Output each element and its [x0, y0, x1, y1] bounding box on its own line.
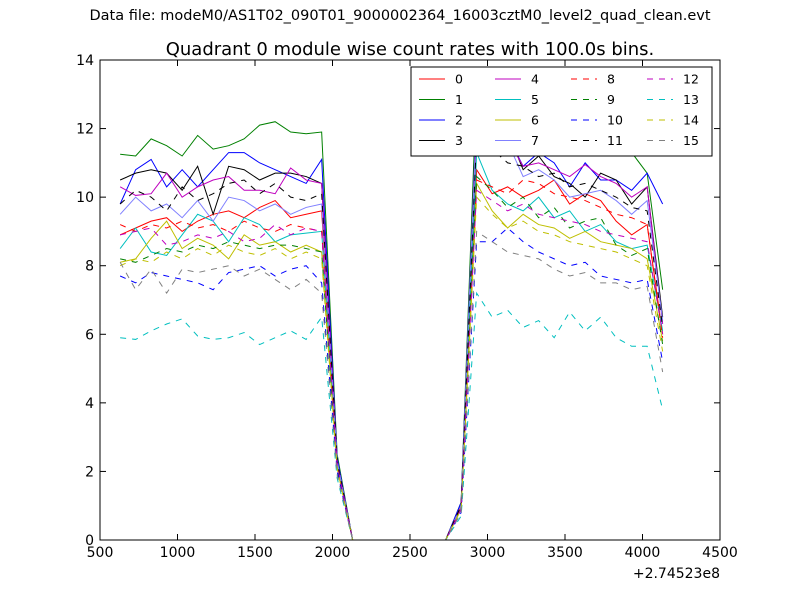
series-line-14	[119, 195, 664, 540]
y-tick-label: 2	[85, 464, 94, 480]
legend-label-7: 7	[531, 133, 539, 148]
y-tick-label: 10	[76, 190, 94, 206]
series-line-13	[120, 291, 664, 540]
chart-title: Quadrant 0 module wise count rates with …	[166, 39, 655, 60]
legend-label-15: 15	[683, 133, 699, 148]
legend-label-4: 4	[531, 72, 539, 87]
legend-label-0: 0	[455, 72, 463, 87]
legend-label-6: 6	[531, 113, 539, 128]
x-tick-label: 2000	[315, 545, 351, 561]
legend-label-13: 13	[683, 92, 699, 107]
series-line-5	[119, 152, 664, 540]
legend-label-8: 8	[607, 72, 615, 87]
y-tick-label: 12	[76, 122, 94, 138]
series-line-0	[119, 168, 664, 540]
series-line-10	[119, 227, 664, 540]
series-line-11	[119, 134, 664, 540]
series-line-3	[119, 104, 664, 540]
x-tick-label: 3500	[547, 545, 583, 561]
x-tick-label: 2500	[392, 545, 428, 561]
legend-label-14: 14	[683, 113, 699, 128]
x-tick-label: 4500	[702, 545, 738, 561]
x-offset-label: +2.74523e8	[633, 566, 720, 582]
legend-label-10: 10	[607, 113, 623, 128]
x-tick-label: 1000	[160, 545, 196, 561]
series-line-8	[119, 179, 664, 540]
legend-label-3: 3	[455, 133, 463, 148]
x-tick-label: 1500	[237, 545, 273, 561]
series-line-4	[119, 134, 664, 540]
axes: 500 1000 1500 2000 2500 3000 3500 4000 4500 0 2 4 6 8…	[76, 53, 738, 561]
legend-label-9: 9	[607, 92, 615, 107]
x-tick-label: 3000	[470, 545, 506, 561]
x-tick-label: 4000	[625, 545, 661, 561]
legend-label-2: 2	[455, 113, 463, 128]
series-line-6	[120, 181, 664, 540]
y-tick-label: 8	[85, 259, 94, 275]
legend-label-11: 11	[607, 133, 623, 148]
x-tick-label: 500	[87, 545, 114, 561]
series-line-2	[119, 106, 664, 540]
legend-label-1: 1	[455, 92, 463, 107]
plot-area	[119, 83, 664, 540]
series-line-9	[120, 175, 664, 540]
y-tick-label: 6	[85, 327, 94, 343]
legend-label-12: 12	[683, 72, 699, 87]
y-tick-label: 0	[85, 533, 94, 549]
legend-label-5: 5	[531, 92, 539, 107]
y-tick-label: 14	[76, 53, 94, 69]
series-line-12	[120, 189, 664, 540]
legend-box	[410, 66, 713, 157]
series-line-15	[119, 230, 664, 540]
series-line-7	[119, 111, 664, 540]
y-tick-label: 4	[85, 396, 94, 412]
data-file-suptitle: Data file: modeM0/AS1T02_090T01_90000023…	[89, 8, 711, 24]
